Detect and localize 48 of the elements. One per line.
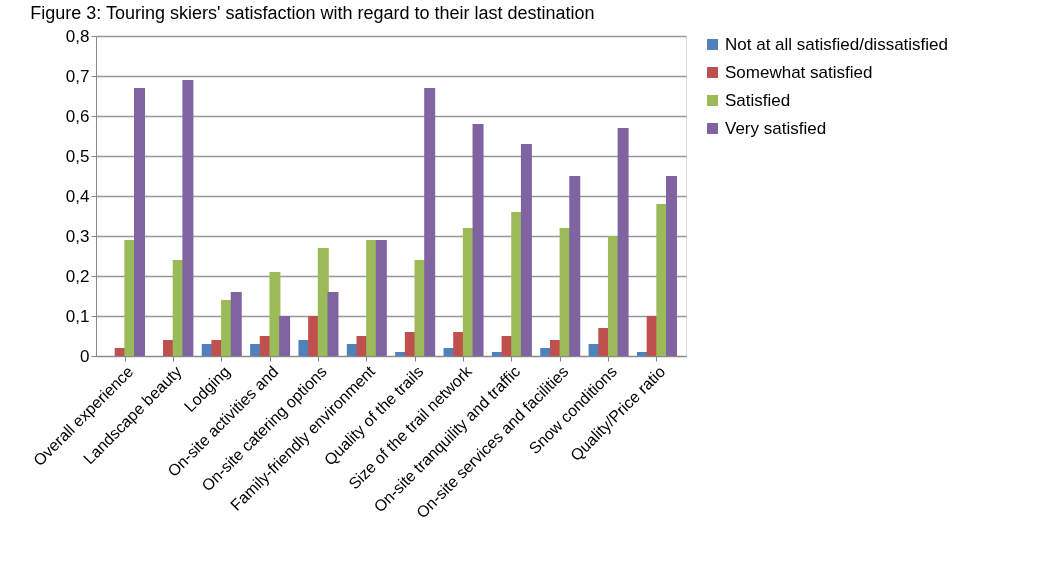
bar: [636, 352, 648, 356]
bar: [182, 80, 194, 356]
bar: [221, 300, 233, 356]
bar: [462, 228, 474, 356]
bar: [279, 316, 291, 356]
legend-label: Satisfied: [725, 90, 791, 110]
y-tick-label: 0,5: [65, 146, 90, 166]
bar: [298, 340, 310, 356]
bar: [211, 340, 223, 356]
bar: [269, 272, 281, 356]
y-tick-label: 0,7: [65, 66, 90, 86]
bar: [230, 292, 242, 356]
bar: [511, 212, 523, 356]
bar: [134, 88, 146, 356]
bar: [366, 240, 378, 356]
y-tick-label: 0,3: [65, 226, 90, 246]
bar: [569, 176, 581, 356]
bar: [163, 340, 175, 356]
bar: [607, 236, 619, 356]
bar: [453, 332, 465, 356]
bar: [520, 144, 532, 356]
y-tick-label: 0,8: [65, 26, 90, 46]
bar: [472, 124, 484, 356]
y-tick-label: 0,1: [65, 306, 90, 326]
legend-label: Very satisfied: [725, 118, 827, 138]
chart-title: Figure 3: Touring skiers' satisfaction with regard to their last destination: [30, 3, 595, 23]
bar: [665, 176, 677, 356]
y-tick-label: 0: [80, 346, 90, 366]
bar: [656, 204, 668, 356]
bar: [356, 336, 368, 356]
legend-label: Not at all satisfied/dissatisfied: [725, 34, 948, 54]
bar: [395, 352, 407, 356]
bar: [375, 240, 387, 356]
bar: [617, 128, 629, 356]
legend-label: Somewhat satisfied: [725, 62, 873, 82]
bar: [598, 328, 610, 356]
y-tick-label: 0,6: [65, 106, 90, 126]
bar: [124, 240, 136, 356]
bar: [424, 88, 436, 356]
bar: [308, 316, 320, 356]
bar: [327, 292, 339, 356]
bar: [250, 344, 262, 356]
bar: [404, 332, 416, 356]
bar: [540, 348, 552, 356]
bar: [549, 340, 561, 356]
y-tick-label: 0,4: [65, 186, 90, 206]
bar: [491, 352, 503, 356]
y-tick-label: 0,2: [65, 266, 90, 286]
